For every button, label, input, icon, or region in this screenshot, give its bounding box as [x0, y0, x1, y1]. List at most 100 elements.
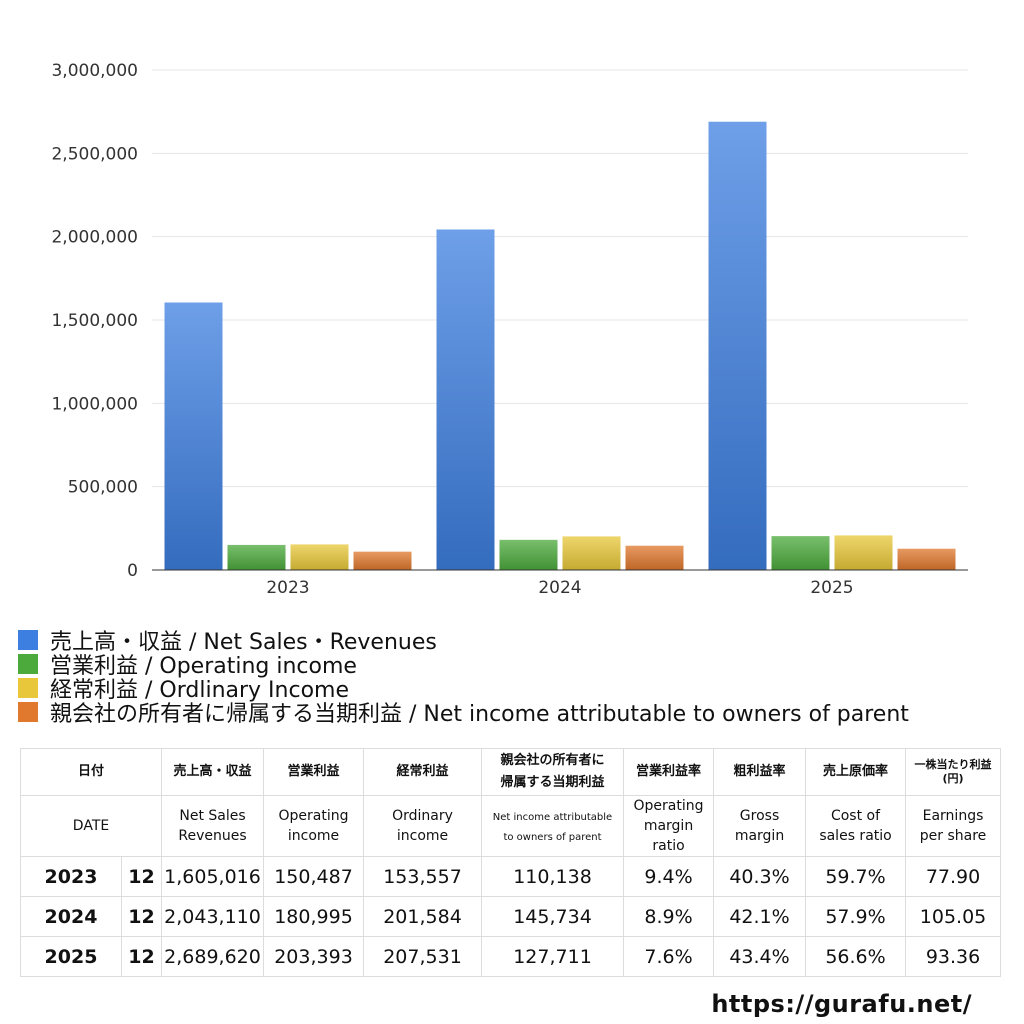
y-tick-label: 2,000,000 — [51, 228, 138, 248]
header-gross-margin-en-line2: margin — [734, 828, 785, 844]
header-eps-en-line2: per share — [919, 828, 987, 844]
header-eps-ja: 一株当たり利益 (円) — [905, 748, 1002, 796]
financial-table: 日付 売上高・収益 営業利益 経常利益 親会社の所有者に 帰属する当期利益 営業… — [19, 748, 1002, 977]
header-net-income-ja: 親会社の所有者に 帰属する当期利益 — [481, 748, 625, 796]
cell-gross-margin: 40.3% — [713, 856, 807, 897]
cell-operating: 203,393 — [263, 936, 365, 977]
cell-month: 12 — [120, 896, 163, 937]
x-tick-label: 2025 — [810, 578, 853, 598]
header-op-margin-en: Operating margin ratio — [623, 795, 715, 857]
cell-op-margin: 7.6% — [623, 936, 715, 977]
header-cost-ratio-en: Cost of sales ratio — [805, 795, 907, 857]
header-row-ja: 日付 売上高・収益 営業利益 経常利益 親会社の所有者に 帰属する当期利益 営業… — [19, 748, 1002, 796]
bar-ordinary-2025 — [834, 535, 893, 570]
bar-ordinary-2024 — [562, 536, 621, 570]
header-operating-ja: 営業利益 — [263, 748, 365, 796]
header-op-margin-en-line3: ratio — [652, 838, 685, 854]
x-tick-label: 2024 — [538, 578, 581, 598]
legend-label-net-income: 親会社の所有者に帰属する当期利益 / Net income attributab… — [50, 702, 909, 727]
bar-chart: 0 500,000 1,000,000 1,500,000 2,000,000 2,500… — [51, 61, 968, 598]
header-eps-ja-line2: (円) — [942, 772, 964, 785]
bar-operating-2025 — [771, 536, 830, 570]
cell-year: 2024 — [20, 896, 122, 937]
gridlines — [152, 69, 968, 488]
header-gross-margin-en-line1: Gross — [739, 808, 780, 824]
header-cost-ratio-ja: 売上原価率 — [805, 748, 907, 796]
cell-month: 12 — [120, 936, 163, 977]
header-eps-en: Earnings per share — [905, 795, 1002, 857]
cell-year: 2023 — [20, 856, 122, 897]
cell-sales: 1,605,016 — [161, 856, 265, 897]
bar-operating-2024 — [499, 539, 558, 570]
legend-swatch-net-income — [18, 702, 38, 722]
header-row-en: DATE Net Sales Revenues Operating income… — [19, 795, 1002, 857]
header-eps-en-line1: Earnings — [922, 808, 984, 824]
cell-net-income: 110,138 — [481, 856, 625, 897]
header-operating-en-line1: Operating — [278, 808, 349, 824]
header-operating-en: Operating income — [263, 795, 365, 857]
cell-year: 2025 — [20, 936, 122, 977]
cell-sales: 2,689,620 — [161, 936, 265, 977]
legend-item-operating: 営業利益 / Operating income — [18, 652, 909, 679]
header-eps-ja-line1: 一株当たり利益 — [914, 758, 992, 771]
site-url: https://gurafu.net/ — [711, 990, 972, 1018]
cell-gross-margin: 42.1% — [713, 896, 807, 937]
cell-eps: 105.05 — [905, 896, 1002, 937]
bar-net-income-2025 — [897, 548, 956, 570]
cell-cost-ratio: 56.6% — [805, 936, 907, 977]
header-net-income-ja-line1: 親会社の所有者に — [500, 753, 605, 768]
header-gross-margin-ja: 粗利益率 — [713, 748, 807, 796]
header-sales-en-line2: Revenues — [178, 828, 247, 844]
legend-item-ordinary: 経常利益 / Ordlinary Income — [18, 676, 909, 703]
header-net-income-ja-line2: 帰属する当期利益 — [500, 775, 605, 790]
cell-op-margin: 9.4% — [623, 856, 715, 897]
y-tick-label: 3,000,000 — [51, 61, 138, 81]
legend: 売上高・収益 / Net Sales・Revenues 営業利益 / Opera… — [18, 628, 909, 727]
cell-eps: 77.90 — [905, 856, 1002, 897]
header-operating-en-line2: income — [287, 828, 340, 844]
bar-operating-2023 — [227, 544, 286, 570]
header-net-income-en-line2: to owners of parent — [503, 832, 602, 843]
bar-sales-2024 — [436, 229, 495, 570]
cell-net-income: 145,734 — [481, 896, 625, 937]
table-row: 2025 12 2,689,620 203,393 207,531 127,71… — [20, 936, 1002, 977]
y-tick-label: 500,000 — [68, 478, 138, 498]
cell-ordinary: 153,557 — [363, 856, 483, 897]
header-ordinary-en: Ordinary income — [363, 795, 483, 857]
header-op-margin-ja: 営業利益率 — [623, 748, 715, 796]
bar-sales-2025 — [708, 121, 767, 570]
bar-ordinary-2023 — [290, 544, 349, 570]
legend-item-net-income: 親会社の所有者に帰属する当期利益 / Net income attributab… — [18, 700, 909, 727]
legend-label-ordinary: 経常利益 / Ordlinary Income — [50, 678, 349, 703]
cell-net-income: 127,711 — [481, 936, 625, 977]
legend-label-operating: 営業利益 / Operating income — [50, 654, 357, 679]
y-tick-label: 1,500,000 — [51, 311, 138, 331]
header-op-margin-en-line2: margin — [643, 818, 694, 834]
x-tick-label: 2023 — [266, 578, 309, 598]
header-ordinary-en-line2: income — [396, 828, 449, 844]
header-op-margin-en-line1: Operating — [633, 798, 704, 814]
legend-swatch-ordinary — [18, 678, 38, 698]
x-axis-tick-labels: 2023 2024 2025 — [266, 578, 853, 598]
bar-sales-2023 — [164, 302, 223, 570]
y-tick-label: 2,500,000 — [51, 144, 138, 164]
cell-eps: 93.36 — [905, 936, 1002, 977]
bar-net-income-2024 — [625, 545, 684, 570]
cell-op-margin: 8.9% — [623, 896, 715, 937]
legend-swatch-operating — [18, 654, 38, 674]
legend-item-sales: 売上高・収益 / Net Sales・Revenues — [18, 628, 909, 655]
bars — [164, 121, 956, 570]
legend-label-sales: 売上高・収益 / Net Sales・Revenues — [50, 630, 437, 655]
table-row: 2023 12 1,605,016 150,487 153,557 110,13… — [20, 856, 1002, 897]
header-cost-ratio-en-line1: Cost of — [830, 808, 881, 824]
header-net-income-en: Net income attributable to owners of par… — [481, 795, 625, 857]
header-sales-en: Net Sales Revenues — [161, 795, 265, 857]
header-ordinary-en-line1: Ordinary — [392, 808, 453, 824]
cell-operating: 150,487 — [263, 856, 365, 897]
header-net-income-en-line1: Net income attributable — [492, 812, 613, 823]
header-gross-margin-en: Gross margin — [713, 795, 807, 857]
y-axis-tick-labels: 0 500,000 1,000,000 1,500,000 2,000,000 2,500… — [51, 61, 138, 581]
legend-swatch-sales — [18, 630, 38, 650]
cell-ordinary: 207,531 — [363, 936, 483, 977]
cell-cost-ratio: 59.7% — [805, 856, 907, 897]
